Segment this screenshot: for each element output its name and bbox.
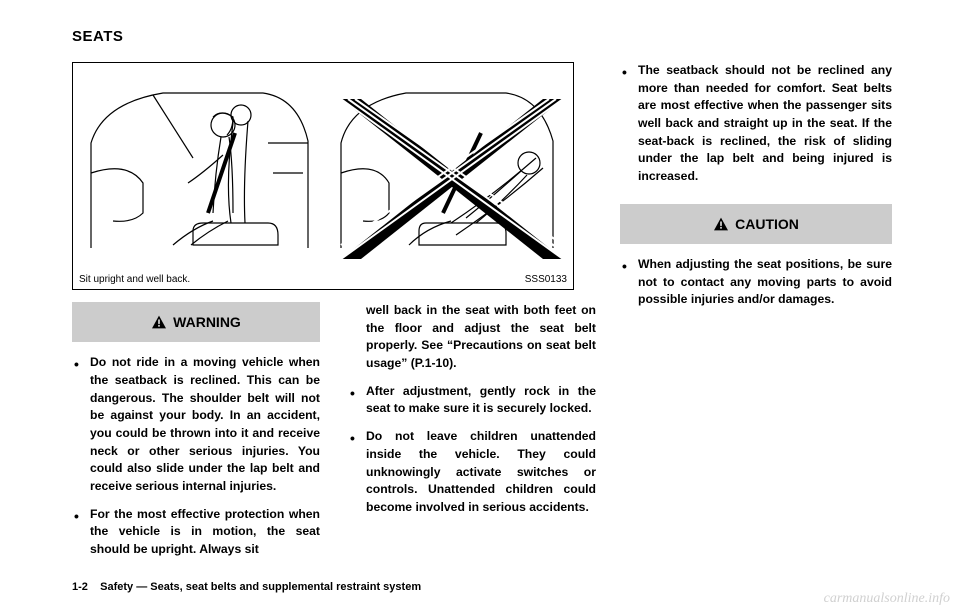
- page-number: 1-2: [72, 581, 88, 593]
- watermark: carmanualsonline.info: [824, 591, 950, 607]
- warning-bullets-col2: After adjustment, gently rock in the sea…: [348, 383, 596, 517]
- seat-illustration-svg: [73, 63, 575, 291]
- seat-illustration: Sit upright and well back. SSS0133: [72, 62, 574, 290]
- warning-bar: WARNING: [72, 302, 320, 342]
- alert-triangle-icon: [713, 217, 729, 231]
- column-2: well back in the seat with both feet on …: [348, 302, 596, 569]
- warning-label: WARNING: [173, 312, 241, 332]
- alert-triangle-icon: [151, 315, 167, 329]
- illustration-caption: Sit upright and well back.: [79, 274, 190, 285]
- page-header-title: SEATS: [72, 28, 123, 45]
- footer-section: Safety — Seats, seat belts and supplemen…: [100, 581, 421, 593]
- illustration-code: SSS0133: [525, 274, 567, 285]
- lower-columns: WARNING Do not ride in a moving vehicle …: [72, 302, 892, 569]
- column-1: WARNING Do not ride in a moving vehicle …: [72, 302, 320, 569]
- warning-continuation: well back in the seat with both feet on …: [348, 302, 596, 373]
- warning-bullet: Do not ride in a moving vehicle when the…: [72, 354, 320, 496]
- caution-bar: CAUTION: [620, 204, 892, 244]
- upright-passenger-drawing: [91, 93, 308, 248]
- warning-bullets-col1: Do not ride in a moving vehicle when the…: [72, 354, 320, 559]
- warning-bullet: After adjustment, gently rock in the sea…: [348, 383, 596, 418]
- warning-bullet: For the most effective protection when t…: [72, 506, 320, 559]
- warning-bullets-col3: The seatback should not be reclined any …: [620, 62, 892, 186]
- caution-label: CAUTION: [735, 214, 799, 234]
- warning-bullet: The seatback should not be reclined any …: [620, 62, 892, 186]
- page-footer: 1-2 Safety — Seats, seat belts and suppl…: [72, 581, 421, 593]
- warning-bullet: Do not leave children unattended inside …: [348, 428, 596, 516]
- column-3: The seatback should not be reclined any …: [620, 62, 892, 319]
